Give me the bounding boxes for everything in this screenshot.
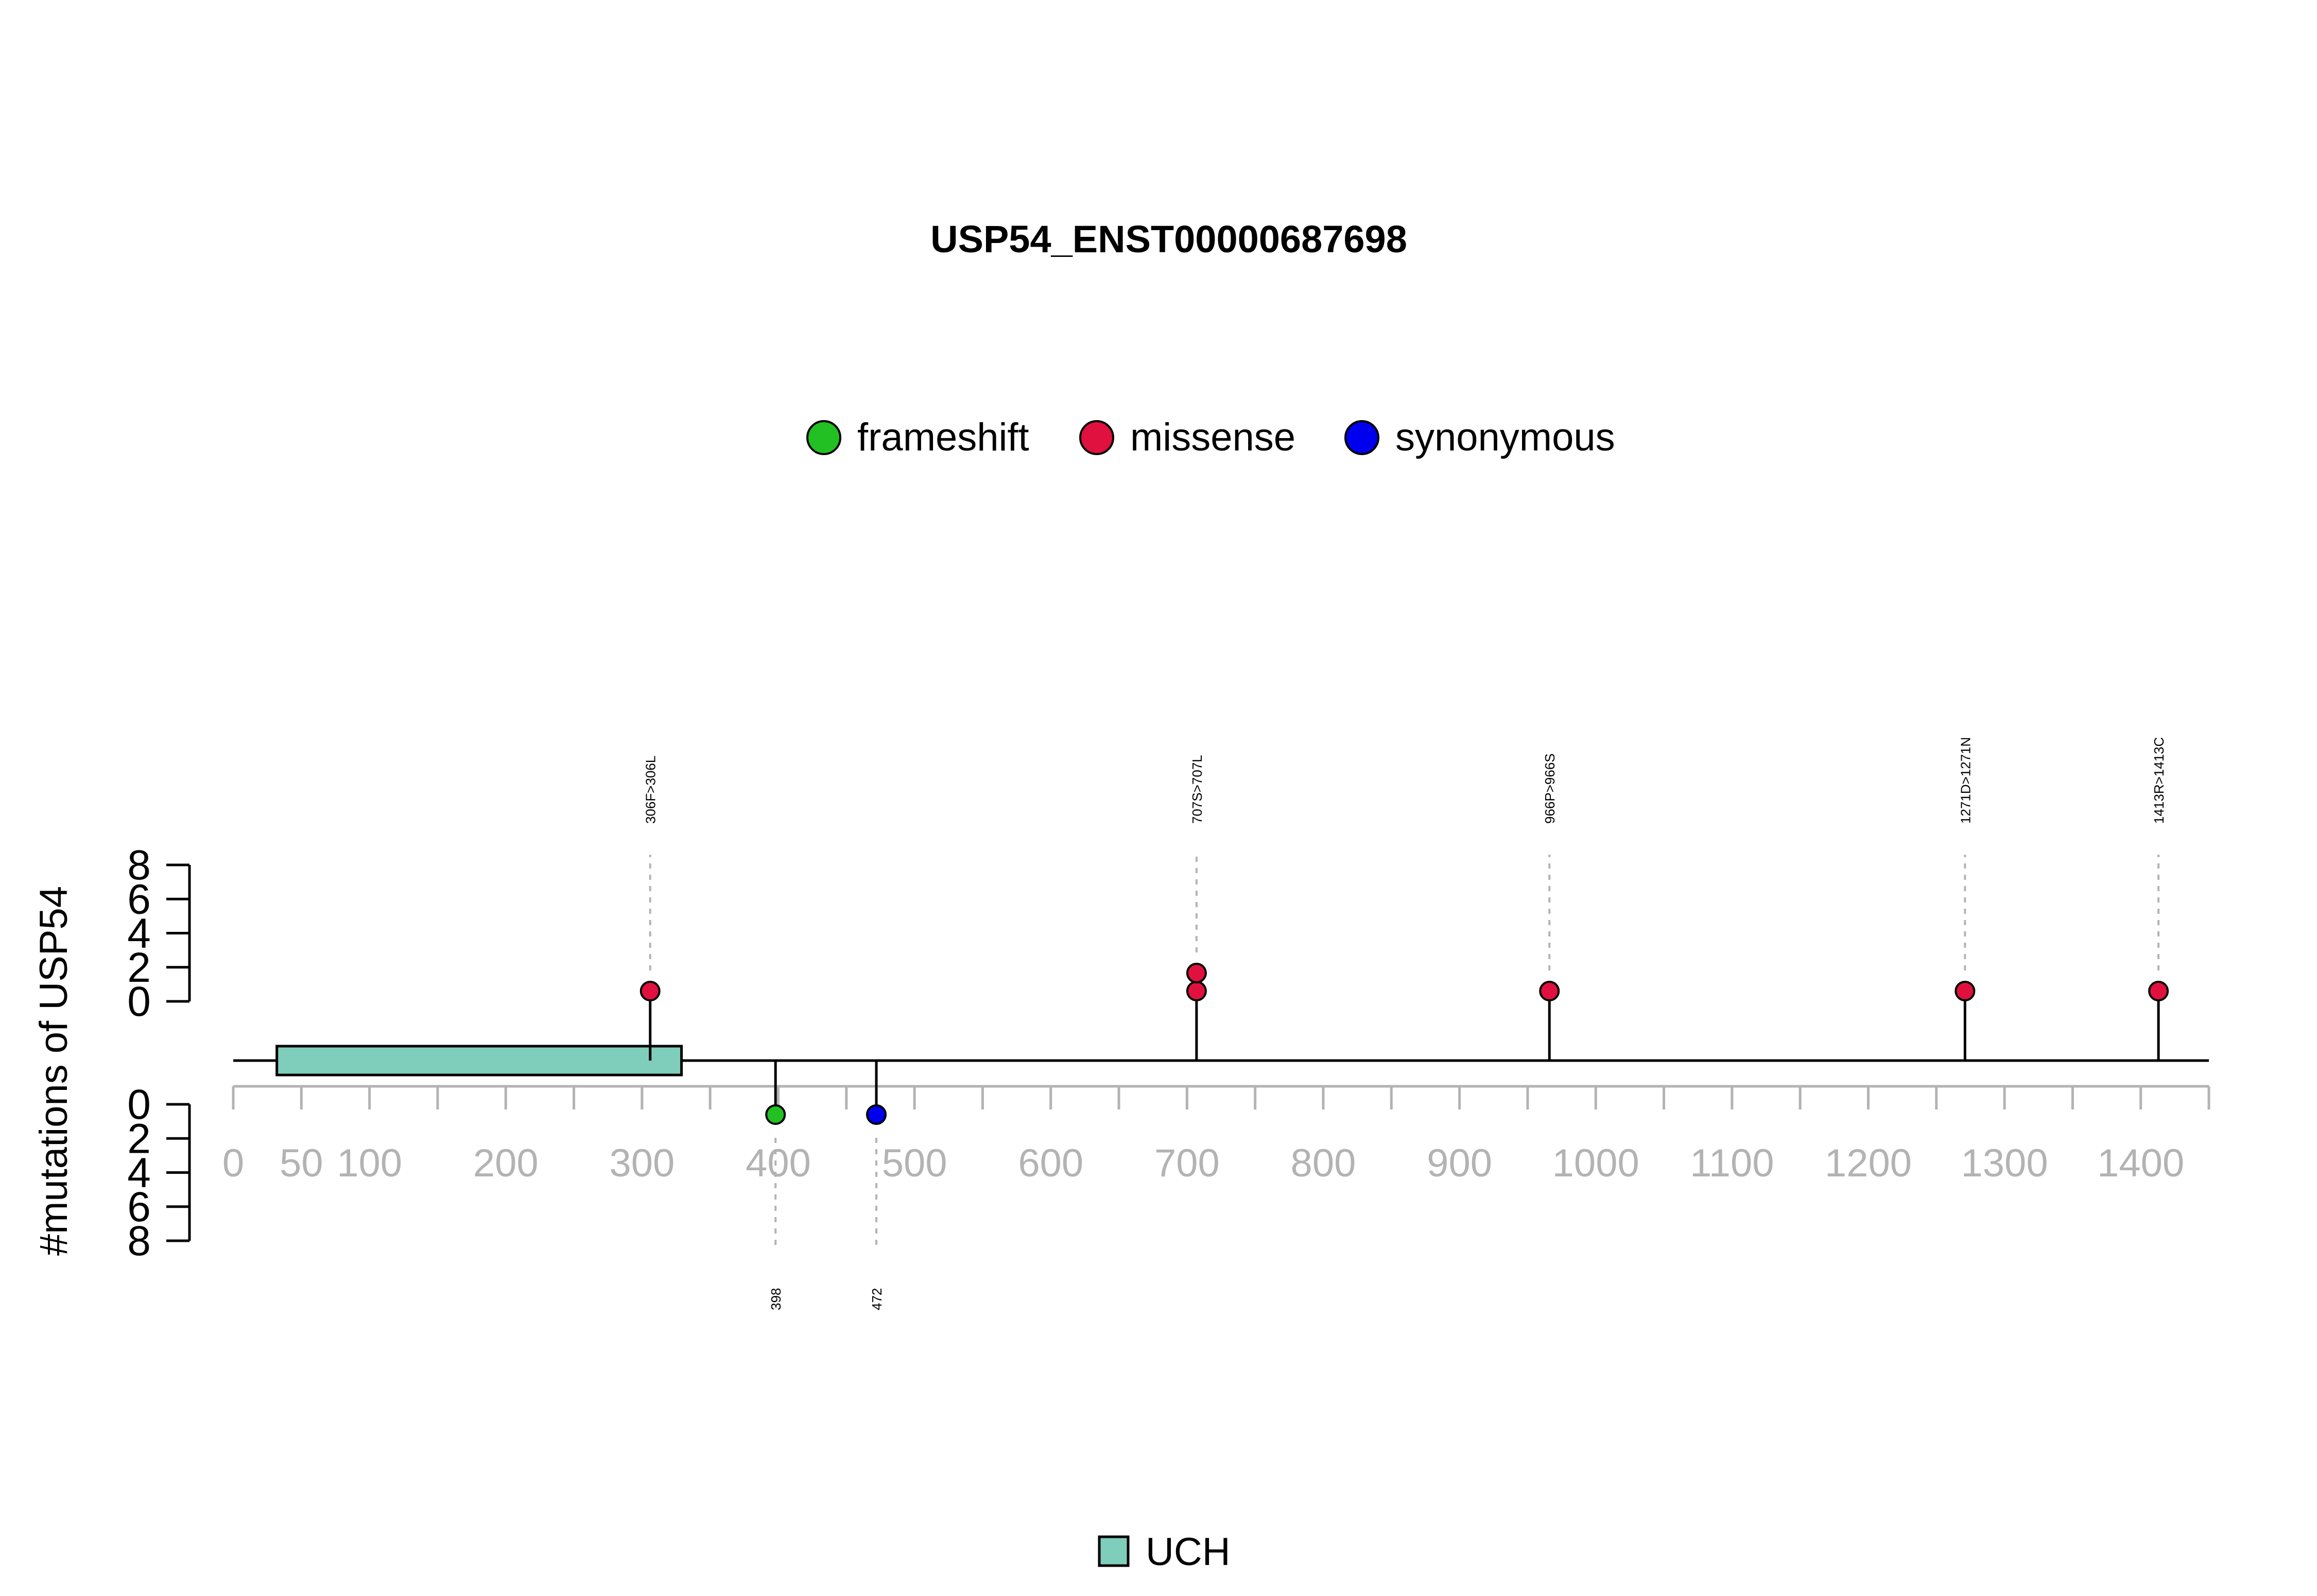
lollipops-bottom: 398 472 <box>765 1061 887 1310</box>
legend-label-missense: missense <box>1130 415 1295 459</box>
x-tick-label-400: 400 <box>746 1141 811 1185</box>
mutation-point-472 <box>866 1104 887 1125</box>
x-tick-label-1300: 1300 <box>1961 1141 2048 1185</box>
mutation-point-398 <box>765 1104 786 1125</box>
x-tick-label-600: 600 <box>1018 1141 1083 1185</box>
mutation-type-legend: frameshift missense synonymous <box>806 415 1615 459</box>
legend-marker-synonymous <box>1344 420 1379 455</box>
mutation-label-707: 707S>707L <box>1189 755 1205 824</box>
y-bottom-tick-label-4: 4 <box>127 1150 151 1196</box>
legend-label-frameshift: frameshift <box>857 415 1029 459</box>
lollipops-top: 306F>306L 707S>707L 966P>966S 1271D>1271N 14… <box>639 737 2169 1061</box>
x-tick-label-300: 300 <box>609 1141 675 1185</box>
domain-UCH <box>275 1045 683 1077</box>
domain-legend-swatch-UCH <box>1098 1535 1130 1567</box>
domain-legend: UCH <box>1098 1530 1231 1574</box>
x-tick-label-700: 700 <box>1154 1141 1220 1185</box>
mutation-point-1271 <box>1955 981 1976 1001</box>
mutation-point-707 <box>1186 981 1207 1001</box>
x-tick-label-1200: 1200 <box>1825 1141 1912 1185</box>
mutation-label-472: 472 <box>869 1288 885 1310</box>
mutation-label-398: 398 <box>768 1288 784 1310</box>
x-tick-label-100: 100 <box>337 1141 402 1185</box>
mutation-point-966 <box>1539 981 1560 1001</box>
x-tick-label-1400: 1400 <box>2097 1141 2184 1185</box>
y-top-tick-label-0: 0 <box>127 978 151 1025</box>
mutation-point-306 <box>639 981 661 1001</box>
x-tick-label-200: 200 <box>473 1141 539 1185</box>
x-tick-label-500: 500 <box>882 1141 947 1185</box>
y-bottom-tick-label-6: 6 <box>127 1184 151 1230</box>
y-top-tick-label-4: 4 <box>127 910 151 957</box>
x-axis: 0 50 100 200 300 400 500 600 700 800 900 1000 1100 12… <box>222 1085 2210 1185</box>
x-tick-label-1100: 1100 <box>1690 1141 1774 1185</box>
domain-legend-label-UCH: UCH <box>1146 1530 1231 1574</box>
mutation-point-707 <box>1186 963 1207 983</box>
x-tick-label-800: 800 <box>1291 1141 1356 1185</box>
x-tick-label-50: 50 <box>280 1141 323 1185</box>
legend-marker-frameshift <box>806 420 841 455</box>
mutation-label-306: 306F>306L <box>643 756 659 824</box>
y-bottom-tick-label-0: 0 <box>127 1081 151 1128</box>
chart-title: USP54_ENST00000687698 <box>930 218 1407 261</box>
x-tick-label-1000: 1000 <box>1552 1141 1639 1185</box>
x-tick-label-900: 900 <box>1427 1141 1492 1185</box>
y-bottom-tick-label-8: 8 <box>127 1218 151 1264</box>
y-bottom-tick-label-2: 2 <box>127 1115 151 1162</box>
domain-track <box>275 1045 683 1077</box>
mutation-point-1413 <box>2148 981 2169 1001</box>
y-top-tick-label-8: 8 <box>127 842 151 889</box>
y-axis-label: #mutations of USP54 <box>32 886 76 1256</box>
mutation-label-966: 966P>966S <box>1542 753 1558 824</box>
mutation-label-1271: 1271D>1271N <box>1958 737 1973 824</box>
legend-label-synonymous: synonymous <box>1395 415 1615 459</box>
y-top-tick-label-2: 2 <box>127 944 151 991</box>
mutation-label-1413: 1413R>1413C <box>2151 737 2167 824</box>
y-top-tick-label-6: 6 <box>127 876 151 923</box>
legend-marker-missense <box>1079 420 1114 455</box>
x-tick-label-0: 0 <box>222 1141 244 1185</box>
